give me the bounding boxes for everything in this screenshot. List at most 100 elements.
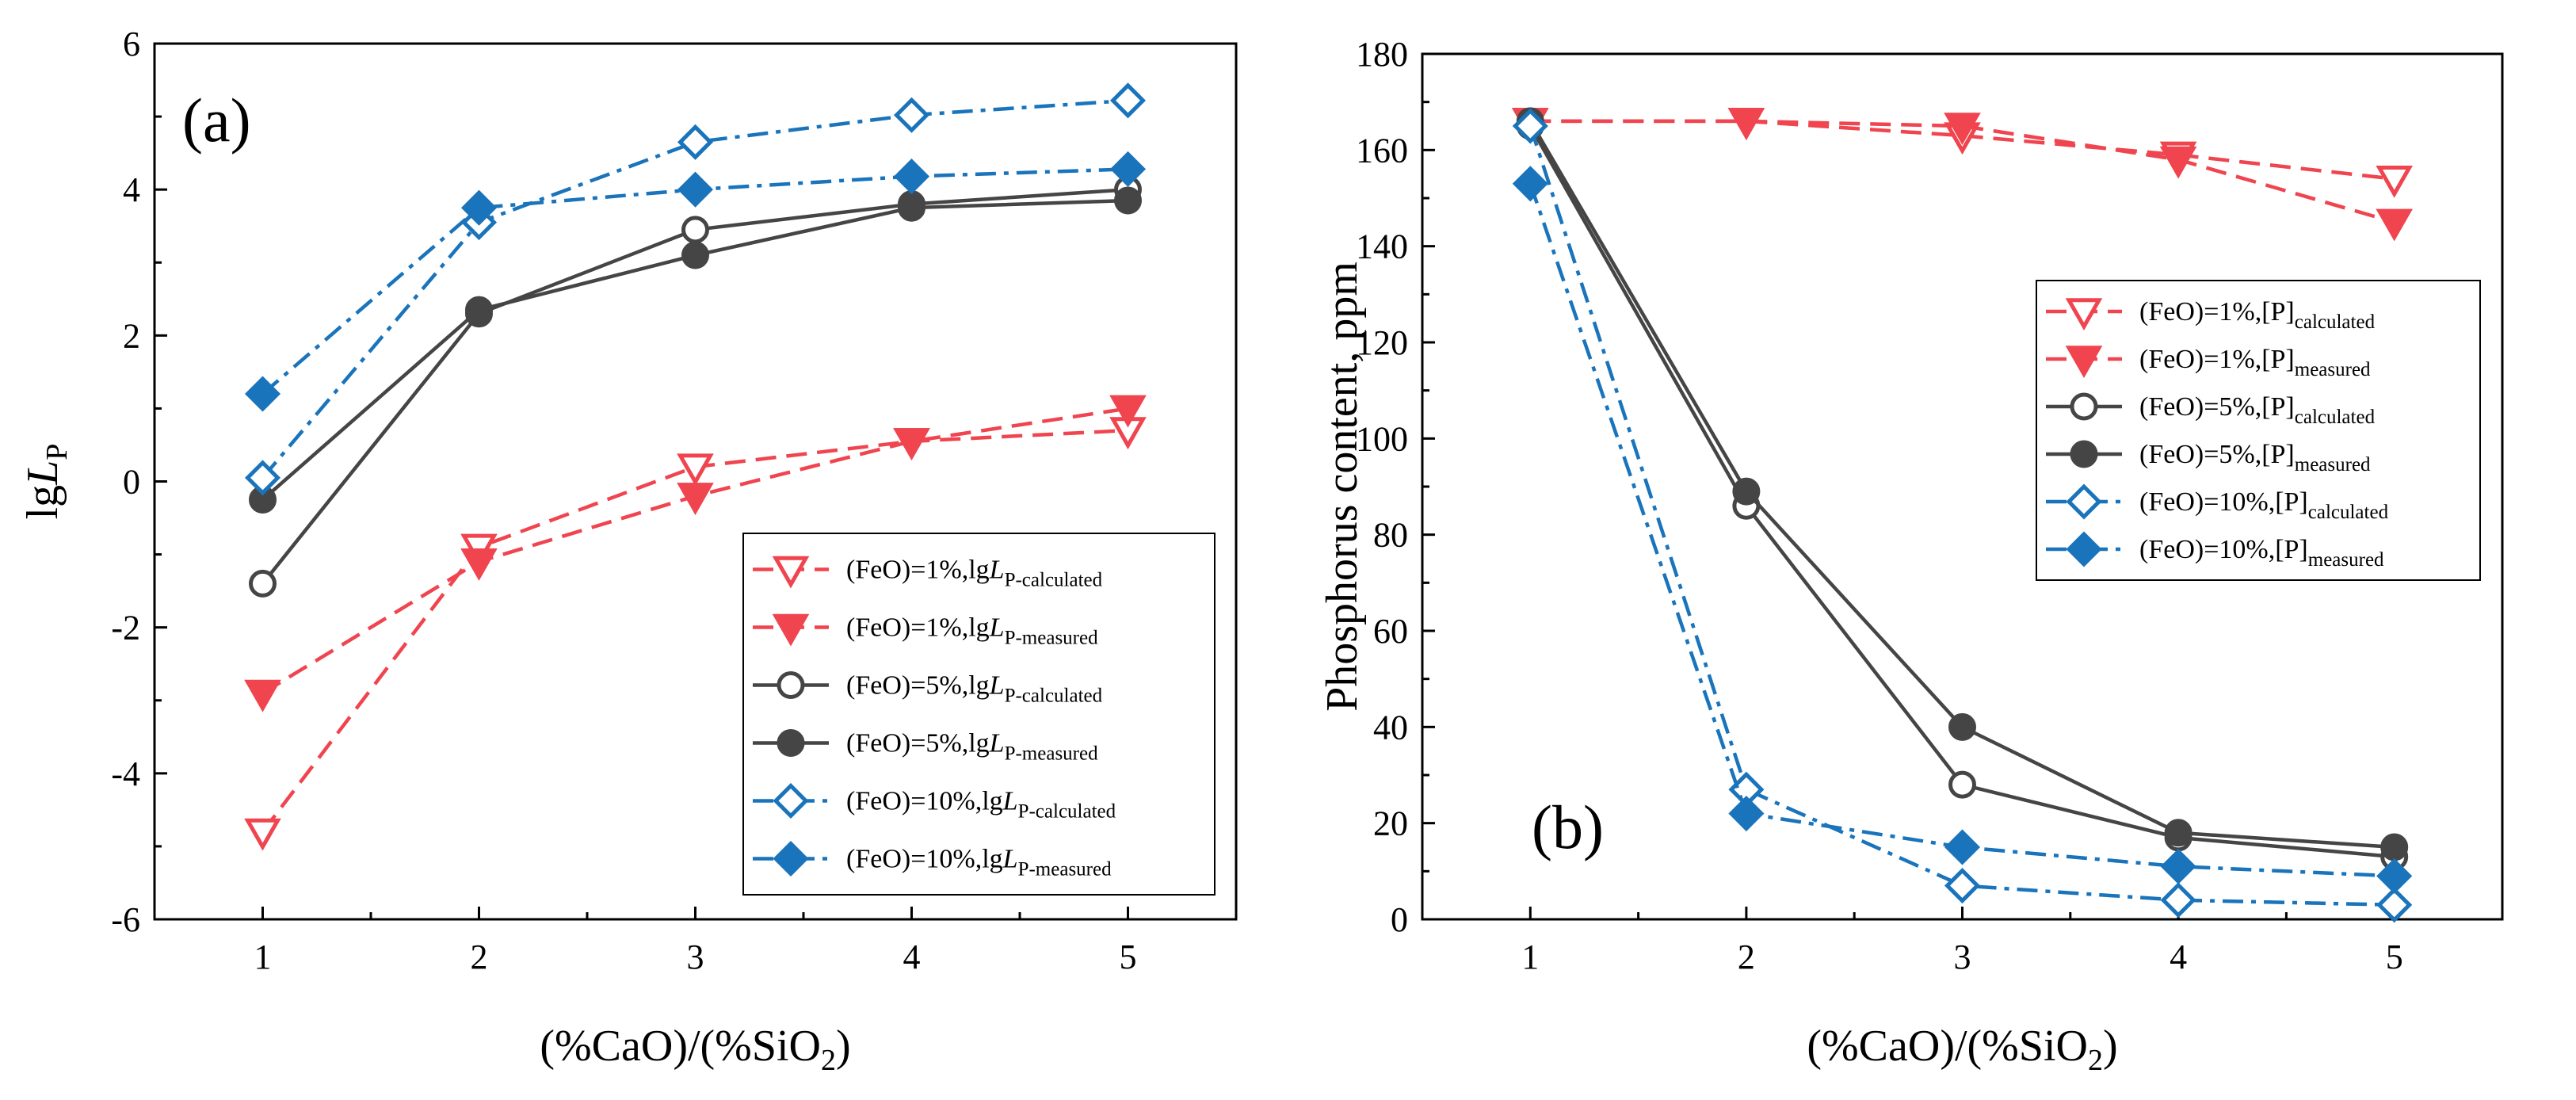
panel-label: (b) <box>1532 793 1604 861</box>
data-point <box>1727 108 1765 140</box>
x-tick-label: 2 <box>1738 938 1755 976</box>
data-point <box>1732 477 1761 506</box>
data-point <box>244 376 281 412</box>
x-axis-title: (%CaO)/(%SiO2) <box>540 1022 850 1077</box>
data-point <box>460 189 498 226</box>
y-axis-title: lgLP <box>18 444 74 520</box>
legend-label: (FeO)=10%,[P]calculated <box>2139 487 2389 523</box>
series-4 <box>249 186 1142 514</box>
legend-entry: (FeO)=10%,[P]measured <box>2046 531 2384 571</box>
x-tick-label: 5 <box>2386 938 2403 976</box>
x-axis-title: (%CaO)/(%SiO2) <box>1807 1022 2117 1077</box>
legend-label: (FeO)=5%,lgLP-measured <box>846 729 1098 765</box>
y-tick-label: 140 <box>1356 227 1408 266</box>
legend-box <box>742 533 1215 896</box>
legend-marker <box>2070 392 2098 421</box>
legend-marker <box>777 729 805 757</box>
data-point <box>465 296 493 324</box>
legend-marker <box>773 840 809 877</box>
data-point <box>1109 151 1147 187</box>
x-tick-label: 1 <box>254 938 272 976</box>
legend-entry: (FeO)=10%,[P]calculated <box>2046 483 2389 523</box>
legend-marker <box>2065 346 2103 379</box>
series-5 <box>244 82 1147 496</box>
series-5 <box>1512 108 2413 923</box>
data-point <box>677 453 714 487</box>
data-point <box>681 216 709 244</box>
x-tick-label: 2 <box>471 938 488 976</box>
y-tick-label: 60 <box>1373 612 1408 651</box>
data-point <box>1512 166 1548 202</box>
data-point <box>1944 113 1981 146</box>
legend-box <box>2036 280 2481 581</box>
legend-label: (FeO)=1%,[P]calculated <box>2139 297 2376 333</box>
data-point <box>893 159 930 195</box>
data-point <box>244 679 281 712</box>
x-tick-label: 5 <box>1120 938 1137 976</box>
data-point <box>1109 82 1147 119</box>
legend-entry: (FeO)=10%,lgLP-measured <box>753 840 1112 880</box>
x-tick-label: 4 <box>2170 938 2187 976</box>
legend-entry: (FeO)=5%,lgLP-measured <box>753 729 1098 765</box>
data-point <box>893 97 930 133</box>
data-point <box>2380 833 2409 861</box>
legend: (FeO)=1%,[P]calculated (FeO)=1%,[P]measur… <box>2036 280 2481 581</box>
x-tick-label: 3 <box>1954 938 1971 976</box>
legend-label: (FeO)=1%,lgLP-measured <box>846 613 1098 649</box>
legend-label: (FeO)=1%,[P]measured <box>2139 345 2371 380</box>
y-tick-label: 160 <box>1356 131 1408 170</box>
panel-label: (a) <box>182 86 251 155</box>
legend-marker <box>2065 298 2103 331</box>
data-point <box>681 241 709 269</box>
data-point <box>1728 795 1765 832</box>
legend-entry: (FeO)=10%,lgLP-calculated <box>753 782 1116 823</box>
data-point <box>249 569 277 598</box>
legend-marker <box>772 613 810 647</box>
data-point <box>677 483 714 515</box>
x-tick-label: 3 <box>687 938 704 976</box>
legend-marker <box>2066 483 2102 520</box>
legend-label: (FeO)=5%,[P]calculated <box>2139 392 2376 428</box>
legend-entry: (FeO)=1%,lgLP-measured <box>753 613 1098 649</box>
y-tick-label: 4 <box>123 170 140 209</box>
data-point <box>1512 108 1548 144</box>
data-point <box>1114 186 1142 215</box>
y-tick-label: 0 <box>123 463 140 502</box>
legend-marker <box>773 782 809 819</box>
legend-entry: (FeO)=5%,lgLP-calculated <box>753 671 1103 707</box>
data-point <box>1948 770 1976 799</box>
data-point <box>2376 887 2413 923</box>
y-axis-title: Phosphorus content, ppm <box>1318 262 1367 712</box>
legend: (FeO)=1%,lgLP-calculated (FeO)=1%,lgLP-me… <box>742 533 1215 896</box>
data-point <box>2376 165 2414 198</box>
series-6 <box>244 151 1147 412</box>
legend-entry: (FeO)=1%,[P]calculated <box>2046 297 2376 333</box>
legend-marker <box>2066 531 2102 567</box>
data-point <box>244 460 281 496</box>
y-tick-label: -4 <box>111 754 140 793</box>
x-tick-label: 4 <box>903 938 921 976</box>
data-point <box>677 124 714 160</box>
y-tick-label: -6 <box>111 900 140 939</box>
series-line <box>1530 119 2395 224</box>
y-tick-label: 6 <box>123 25 140 63</box>
y-tick-label: 100 <box>1356 419 1408 458</box>
data-point <box>2164 819 2192 847</box>
data-point <box>2376 857 2413 894</box>
y-tick-label: 20 <box>1373 804 1408 843</box>
y-tick-label: 0 <box>1391 900 1408 939</box>
data-point <box>2160 848 2196 884</box>
legend-entry: (FeO)=5%,[P]measured <box>2046 440 2371 476</box>
data-point <box>2160 882 2196 919</box>
y-tick-label: -2 <box>111 609 140 647</box>
data-point <box>460 548 498 581</box>
data-point <box>244 818 281 851</box>
chart-panel-b: 1 2 3 4 5 0 20 40 60 80 100 120 140 160 180 (%CaO)/(%Si… <box>1318 35 2504 1077</box>
series-2 <box>1511 108 2414 242</box>
legend-marker <box>2070 440 2098 468</box>
legend-entry: (FeO)=1%,[P]measured <box>2046 345 2371 380</box>
y-tick-label: 180 <box>1356 35 1408 74</box>
y-tick-label: 40 <box>1373 708 1408 747</box>
y-tick-label: 80 <box>1373 516 1408 555</box>
